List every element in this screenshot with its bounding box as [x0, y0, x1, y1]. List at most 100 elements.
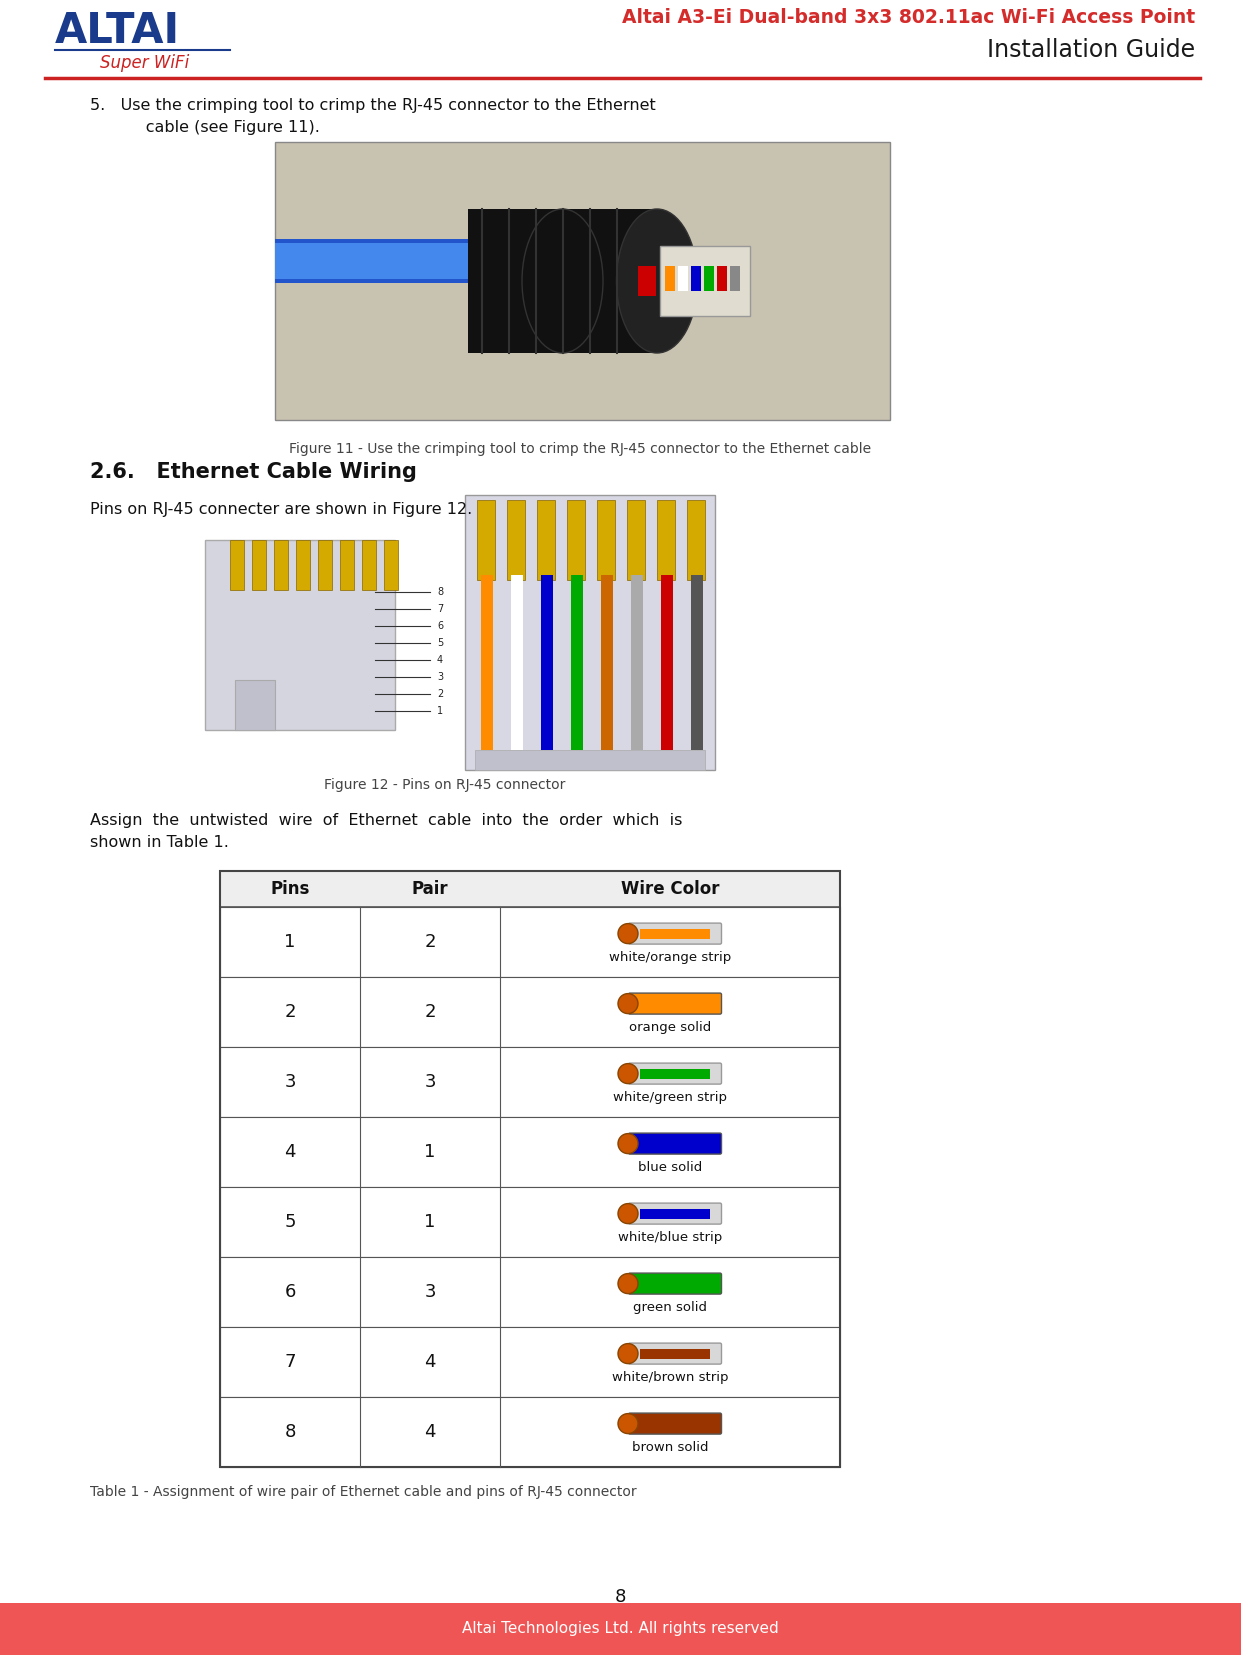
Ellipse shape — [522, 209, 603, 353]
Circle shape — [618, 993, 638, 1013]
Text: 2: 2 — [437, 688, 443, 698]
Bar — [220, 976, 840, 1048]
Text: Figure 11 - Use the crimping tool to crimp the RJ-45 connector to the Ethernet c: Figure 11 - Use the crimping tool to cri… — [289, 442, 871, 457]
Text: white/brown strip: white/brown strip — [612, 1370, 728, 1384]
Text: 8: 8 — [284, 1423, 295, 1442]
Bar — [640, 1208, 710, 1218]
Circle shape — [618, 1274, 638, 1294]
Text: Altai A3-Ei Dual-band 3x3 802.11ac Wi-Fi Access Point: Altai A3-Ei Dual-band 3x3 802.11ac Wi-Fi… — [622, 8, 1195, 26]
Bar — [468, 209, 656, 353]
Bar — [340, 540, 354, 589]
Bar — [661, 574, 673, 750]
Bar — [601, 574, 613, 750]
Text: 4: 4 — [424, 1423, 436, 1442]
Text: Pins: Pins — [271, 880, 310, 899]
Circle shape — [618, 1203, 638, 1223]
Bar — [508, 500, 525, 579]
Bar — [691, 574, 702, 750]
Bar — [511, 574, 522, 750]
Bar — [318, 540, 333, 589]
Bar — [482, 574, 493, 750]
Bar — [691, 266, 701, 291]
Text: 2: 2 — [424, 933, 436, 952]
Text: 3: 3 — [424, 1072, 436, 1091]
Text: 4: 4 — [424, 1354, 436, 1370]
Bar — [730, 266, 740, 291]
Text: Pair: Pair — [412, 880, 448, 899]
Bar — [640, 1349, 710, 1359]
Bar — [220, 871, 840, 907]
Bar — [571, 574, 583, 750]
Bar — [220, 1187, 840, 1258]
Bar — [230, 540, 244, 589]
Text: 5: 5 — [284, 1213, 295, 1231]
Text: white/orange strip: white/orange strip — [609, 952, 731, 963]
Text: 2.6.   Ethernet Cable Wiring: 2.6. Ethernet Cable Wiring — [91, 462, 417, 482]
Bar — [252, 540, 266, 589]
Text: 1: 1 — [437, 707, 443, 717]
Bar — [475, 750, 705, 770]
Text: ALTAI: ALTAI — [55, 10, 180, 51]
Bar — [276, 243, 475, 280]
FancyBboxPatch shape — [628, 1344, 721, 1364]
Text: Pins on RJ-45 connecter are shown in Figure 12.: Pins on RJ-45 connecter are shown in Fig… — [91, 501, 473, 516]
Bar — [717, 266, 727, 291]
Circle shape — [618, 1064, 638, 1084]
Ellipse shape — [617, 209, 697, 353]
Text: cable (see Figure 11).: cable (see Figure 11). — [115, 121, 320, 136]
Bar — [220, 871, 840, 1466]
Text: 1: 1 — [424, 1144, 436, 1162]
Text: 6: 6 — [284, 1283, 295, 1301]
Bar — [541, 574, 553, 750]
Text: Altai Technologies Ltd. All rights reserved: Altai Technologies Ltd. All rights reser… — [462, 1622, 778, 1637]
Bar — [274, 540, 288, 589]
Text: 5: 5 — [437, 637, 443, 649]
Circle shape — [618, 923, 638, 943]
FancyBboxPatch shape — [628, 1203, 721, 1225]
Bar — [220, 1327, 840, 1397]
Bar — [0, 1604, 1241, 1655]
Bar — [220, 1397, 840, 1466]
Bar — [465, 495, 715, 770]
Circle shape — [618, 1413, 638, 1433]
Circle shape — [618, 1344, 638, 1364]
Text: orange solid: orange solid — [629, 1021, 711, 1034]
Bar — [220, 1258, 840, 1327]
Bar — [665, 266, 675, 291]
Text: white/green strip: white/green strip — [613, 1091, 727, 1104]
Bar — [537, 500, 555, 579]
Bar — [297, 540, 310, 589]
Bar — [597, 500, 616, 579]
Text: 3: 3 — [284, 1072, 295, 1091]
Bar — [660, 247, 750, 316]
Bar — [477, 500, 495, 579]
Bar — [276, 238, 475, 283]
Bar — [205, 540, 395, 730]
Bar — [220, 1048, 840, 1117]
Text: white/blue strip: white/blue strip — [618, 1231, 722, 1245]
Text: 4: 4 — [437, 655, 443, 665]
Text: 4: 4 — [284, 1144, 295, 1162]
Bar — [688, 500, 705, 579]
FancyBboxPatch shape — [628, 1273, 721, 1294]
FancyBboxPatch shape — [628, 993, 721, 1015]
Text: Wire Color: Wire Color — [620, 880, 720, 899]
Bar — [220, 1117, 840, 1187]
FancyBboxPatch shape — [628, 1063, 721, 1084]
Bar — [656, 500, 675, 579]
Text: Table 1 - Assignment of wire pair of Ethernet cable and pins of RJ-45 connector: Table 1 - Assignment of wire pair of Eth… — [91, 1485, 637, 1499]
Text: shown in Table 1.: shown in Table 1. — [91, 836, 228, 851]
Bar — [640, 928, 710, 938]
Bar — [678, 266, 688, 291]
Circle shape — [618, 1134, 638, 1154]
Text: Installation Guide: Installation Guide — [987, 38, 1195, 61]
Bar — [220, 907, 840, 976]
Bar — [704, 266, 714, 291]
Text: 7: 7 — [284, 1354, 295, 1370]
Bar — [567, 500, 585, 579]
FancyBboxPatch shape — [628, 1413, 721, 1435]
Bar — [627, 500, 645, 579]
Text: 1: 1 — [284, 933, 295, 952]
Text: 2: 2 — [424, 1003, 436, 1021]
Text: blue solid: blue solid — [638, 1160, 702, 1173]
